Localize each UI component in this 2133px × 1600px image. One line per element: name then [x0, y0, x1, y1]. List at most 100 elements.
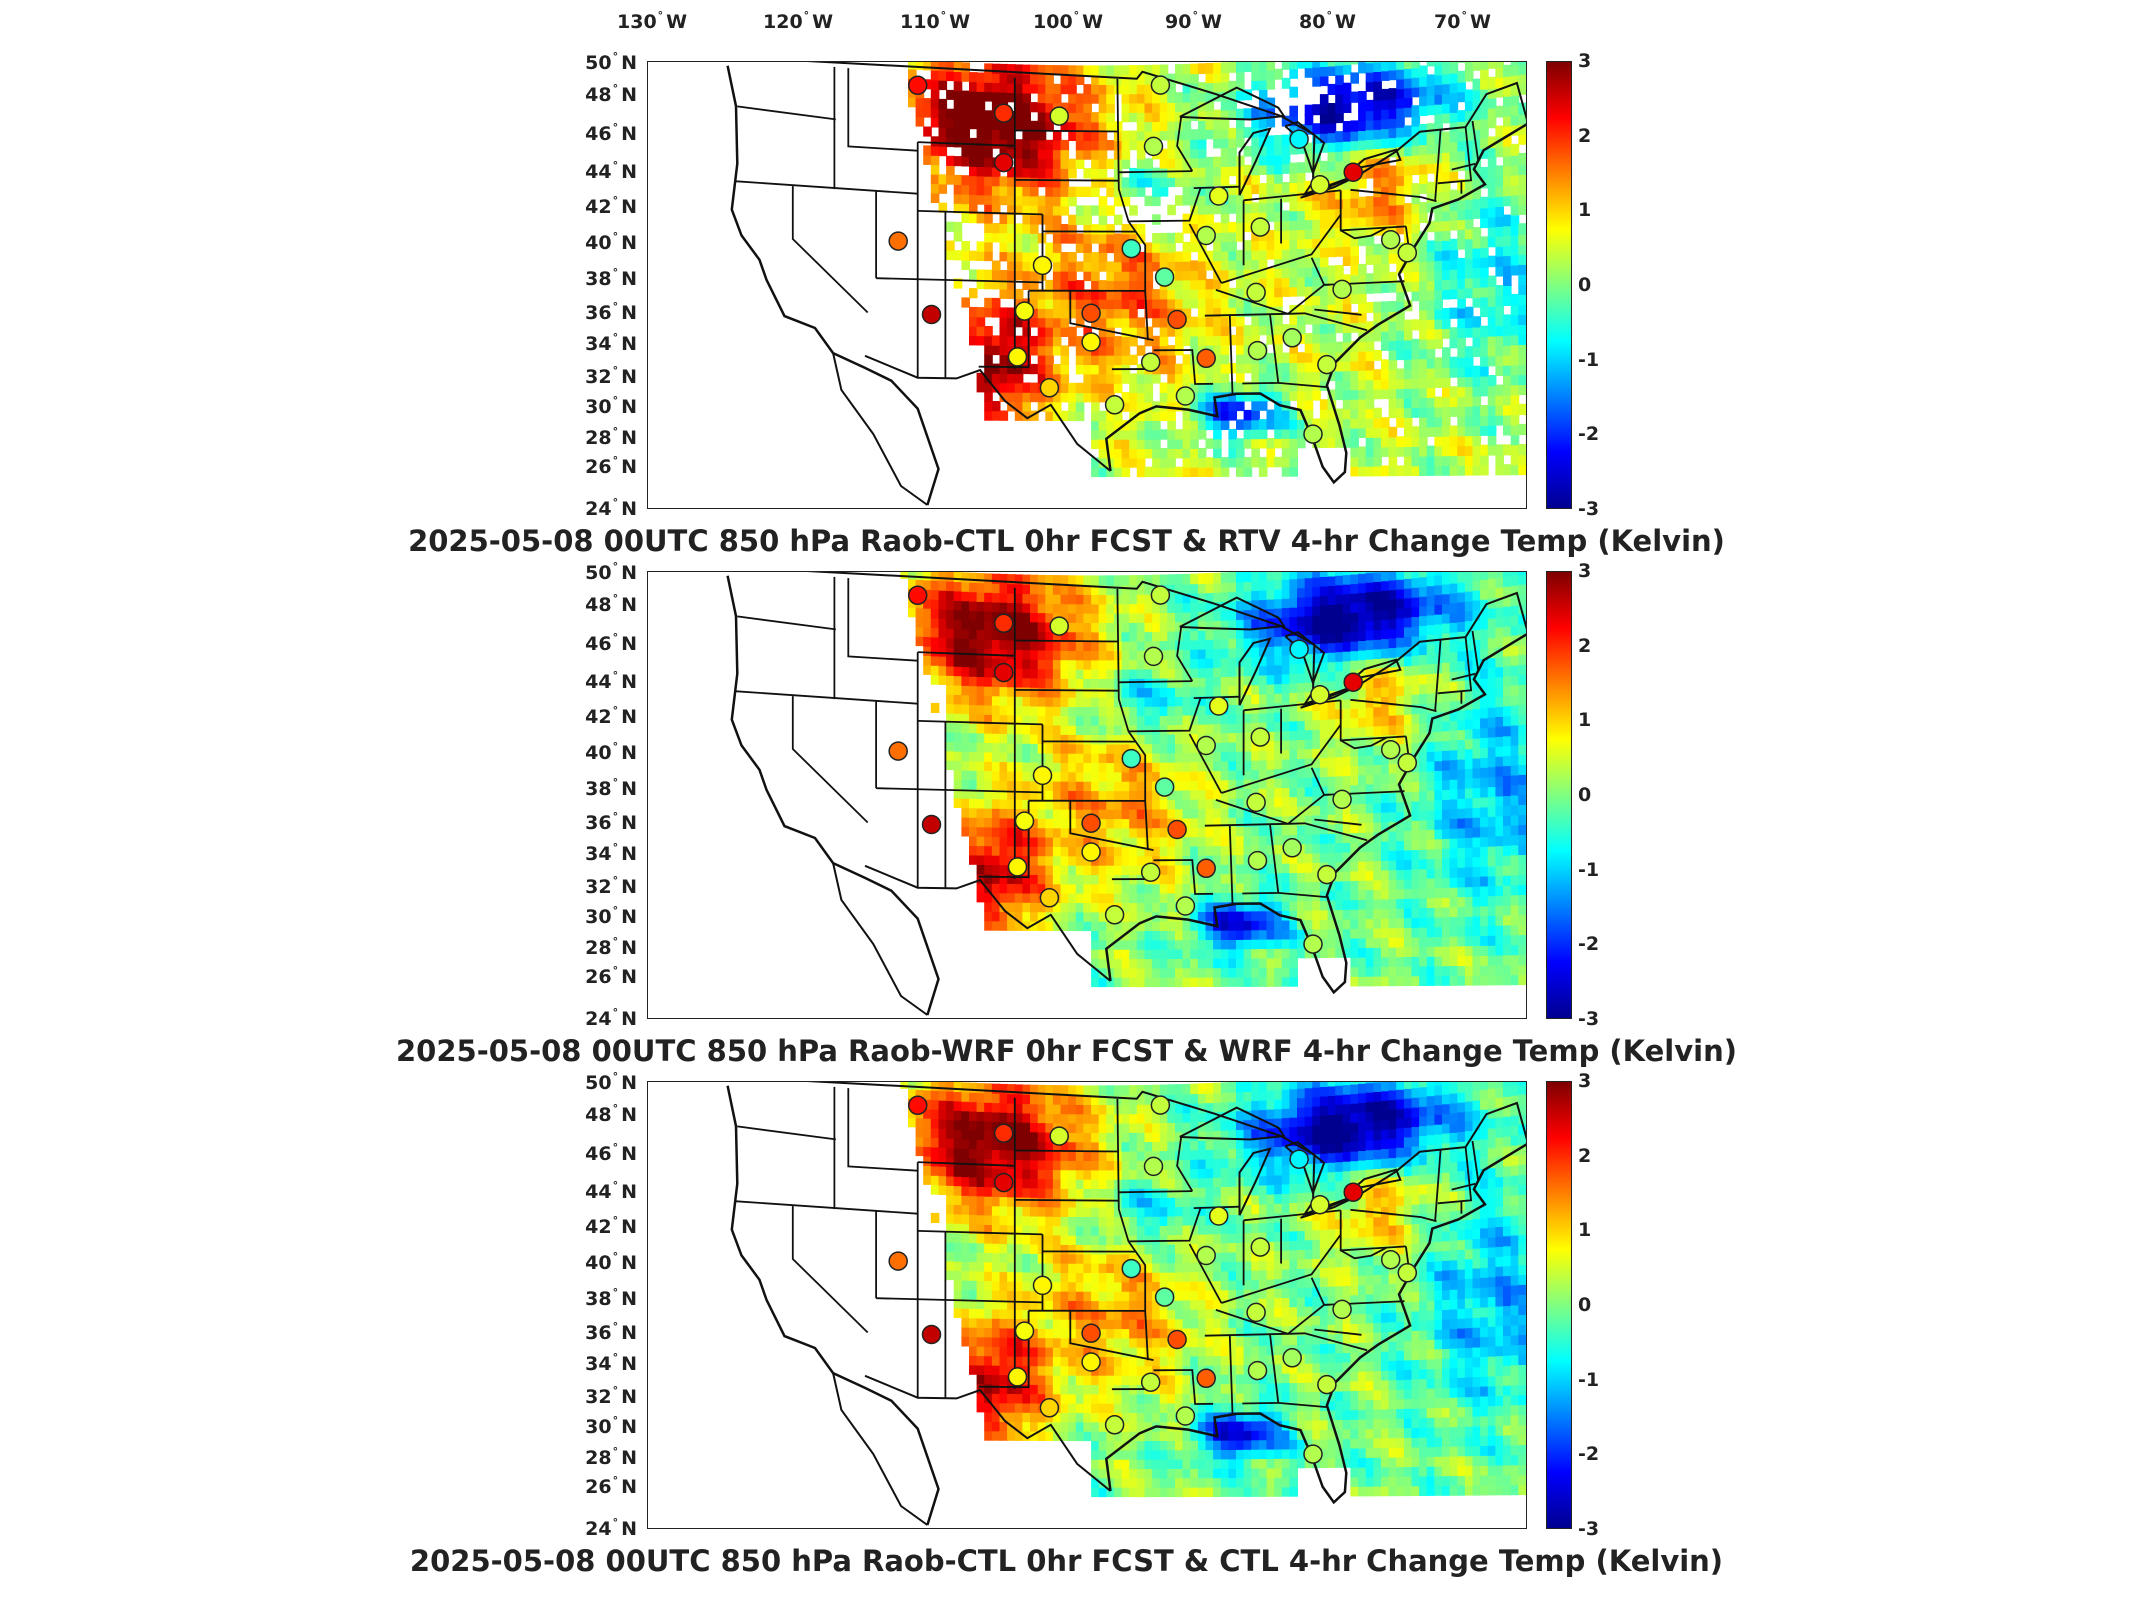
field-cell	[1045, 139, 1054, 150]
field-cell	[961, 109, 970, 120]
field-cell	[1220, 90, 1230, 102]
field-cell	[1487, 315, 1497, 327]
field-cell	[1442, 62, 1451, 75]
field-cell	[1091, 233, 1100, 244]
raob-station-marker	[993, 152, 1014, 173]
field-cell	[1098, 902, 1108, 913]
field-cell	[976, 335, 986, 346]
field-cell	[1304, 123, 1314, 135]
field-cell	[1411, 445, 1421, 457]
field-cell	[1304, 199, 1314, 211]
field-cell	[1007, 583, 1016, 594]
longitude-label: 120° W	[763, 10, 833, 32]
field-cell	[1022, 251, 1031, 262]
degree-symbol: °	[612, 230, 619, 244]
field-cell	[1266, 144, 1276, 156]
field-cell	[1129, 438, 1138, 450]
field-cell	[999, 920, 1009, 931]
field-cell	[946, 637, 955, 648]
field-cell	[1197, 657, 1207, 669]
field-cell	[991, 344, 1001, 356]
field-cell	[1411, 76, 1421, 88]
latitude-label: 50° N	[547, 561, 637, 583]
field-cell	[1083, 659, 1092, 670]
field-cell	[1022, 326, 1031, 337]
field-cell	[1396, 300, 1405, 312]
field-cell	[1098, 438, 1108, 450]
latitude-hemisphere: N	[621, 267, 637, 290]
field-cell	[1197, 372, 1207, 384]
field-cell	[1297, 190, 1306, 202]
field-cell	[1220, 156, 1230, 167]
field-cell	[1495, 175, 1504, 188]
field-cell	[1281, 399, 1291, 411]
field-cell	[953, 221, 963, 233]
field-cell	[1129, 65, 1138, 76]
field-cell	[1152, 186, 1161, 197]
field-cell	[1190, 770, 1199, 781]
field-cell	[1098, 622, 1108, 633]
field-cell	[1503, 294, 1512, 306]
field-cell	[1381, 62, 1390, 72]
field-cell	[1152, 967, 1161, 978]
field-cell	[1381, 378, 1390, 390]
field-cell	[1472, 296, 1482, 308]
field-cell	[1281, 62, 1291, 70]
field-cell	[1037, 298, 1047, 309]
field-cell	[1442, 455, 1451, 466]
field-cell	[1197, 447, 1207, 459]
field-cell	[1327, 169, 1337, 181]
field-cell	[1045, 289, 1054, 300]
field-cell	[1457, 464, 1466, 476]
field-cell	[969, 723, 978, 734]
field-cell	[1487, 206, 1497, 218]
field-cell	[1014, 920, 1024, 931]
degree-symbol: °	[612, 194, 619, 208]
field-cell	[1358, 283, 1367, 294]
field-cell	[1129, 317, 1138, 328]
field-cell	[1449, 62, 1459, 74]
field-cell	[1136, 149, 1146, 160]
latitude-value: 48	[585, 84, 612, 107]
field-cell	[1525, 142, 1526, 154]
field-cell	[1190, 157, 1199, 168]
field-cell	[1289, 105, 1298, 117]
field-cell	[1182, 873, 1192, 884]
field-cell	[1258, 249, 1268, 260]
field-cell	[1022, 714, 1031, 726]
field-cell	[1403, 261, 1413, 273]
field-cell	[1434, 102, 1443, 115]
field-cell	[1403, 222, 1413, 234]
field-cell	[1113, 438, 1123, 450]
field-cell	[1487, 235, 1497, 248]
field-cell	[1205, 156, 1215, 168]
field-cell	[1457, 198, 1466, 211]
field-cell	[1014, 167, 1024, 178]
latitude-value: 38	[585, 267, 612, 290]
field-cell	[1495, 75, 1504, 88]
field-cell	[1030, 686, 1039, 698]
field-cell	[1472, 425, 1482, 436]
field-cell	[1075, 603, 1085, 614]
field-cell	[1037, 649, 1047, 660]
field-cell	[1518, 112, 1526, 125]
field-cell	[938, 146, 948, 157]
field-cell	[1052, 149, 1062, 160]
latitude-label: 46° N	[547, 632, 637, 654]
field-cell	[908, 97, 917, 108]
field-cell	[1388, 204, 1398, 216]
field-cell	[1312, 228, 1321, 239]
field-cell	[1083, 799, 1092, 810]
field-cell	[1213, 854, 1222, 865]
field-cell	[1060, 233, 1070, 244]
field-cell	[938, 608, 948, 619]
field-cell	[1098, 214, 1108, 225]
field-cell	[1098, 345, 1108, 356]
field-cell	[1518, 203, 1526, 215]
field-cell	[961, 128, 970, 139]
field-cell	[1472, 62, 1482, 71]
field-cell	[1098, 752, 1108, 763]
field-cell	[1464, 454, 1474, 466]
field-cell	[1113, 855, 1123, 866]
field-cell	[1190, 676, 1199, 688]
